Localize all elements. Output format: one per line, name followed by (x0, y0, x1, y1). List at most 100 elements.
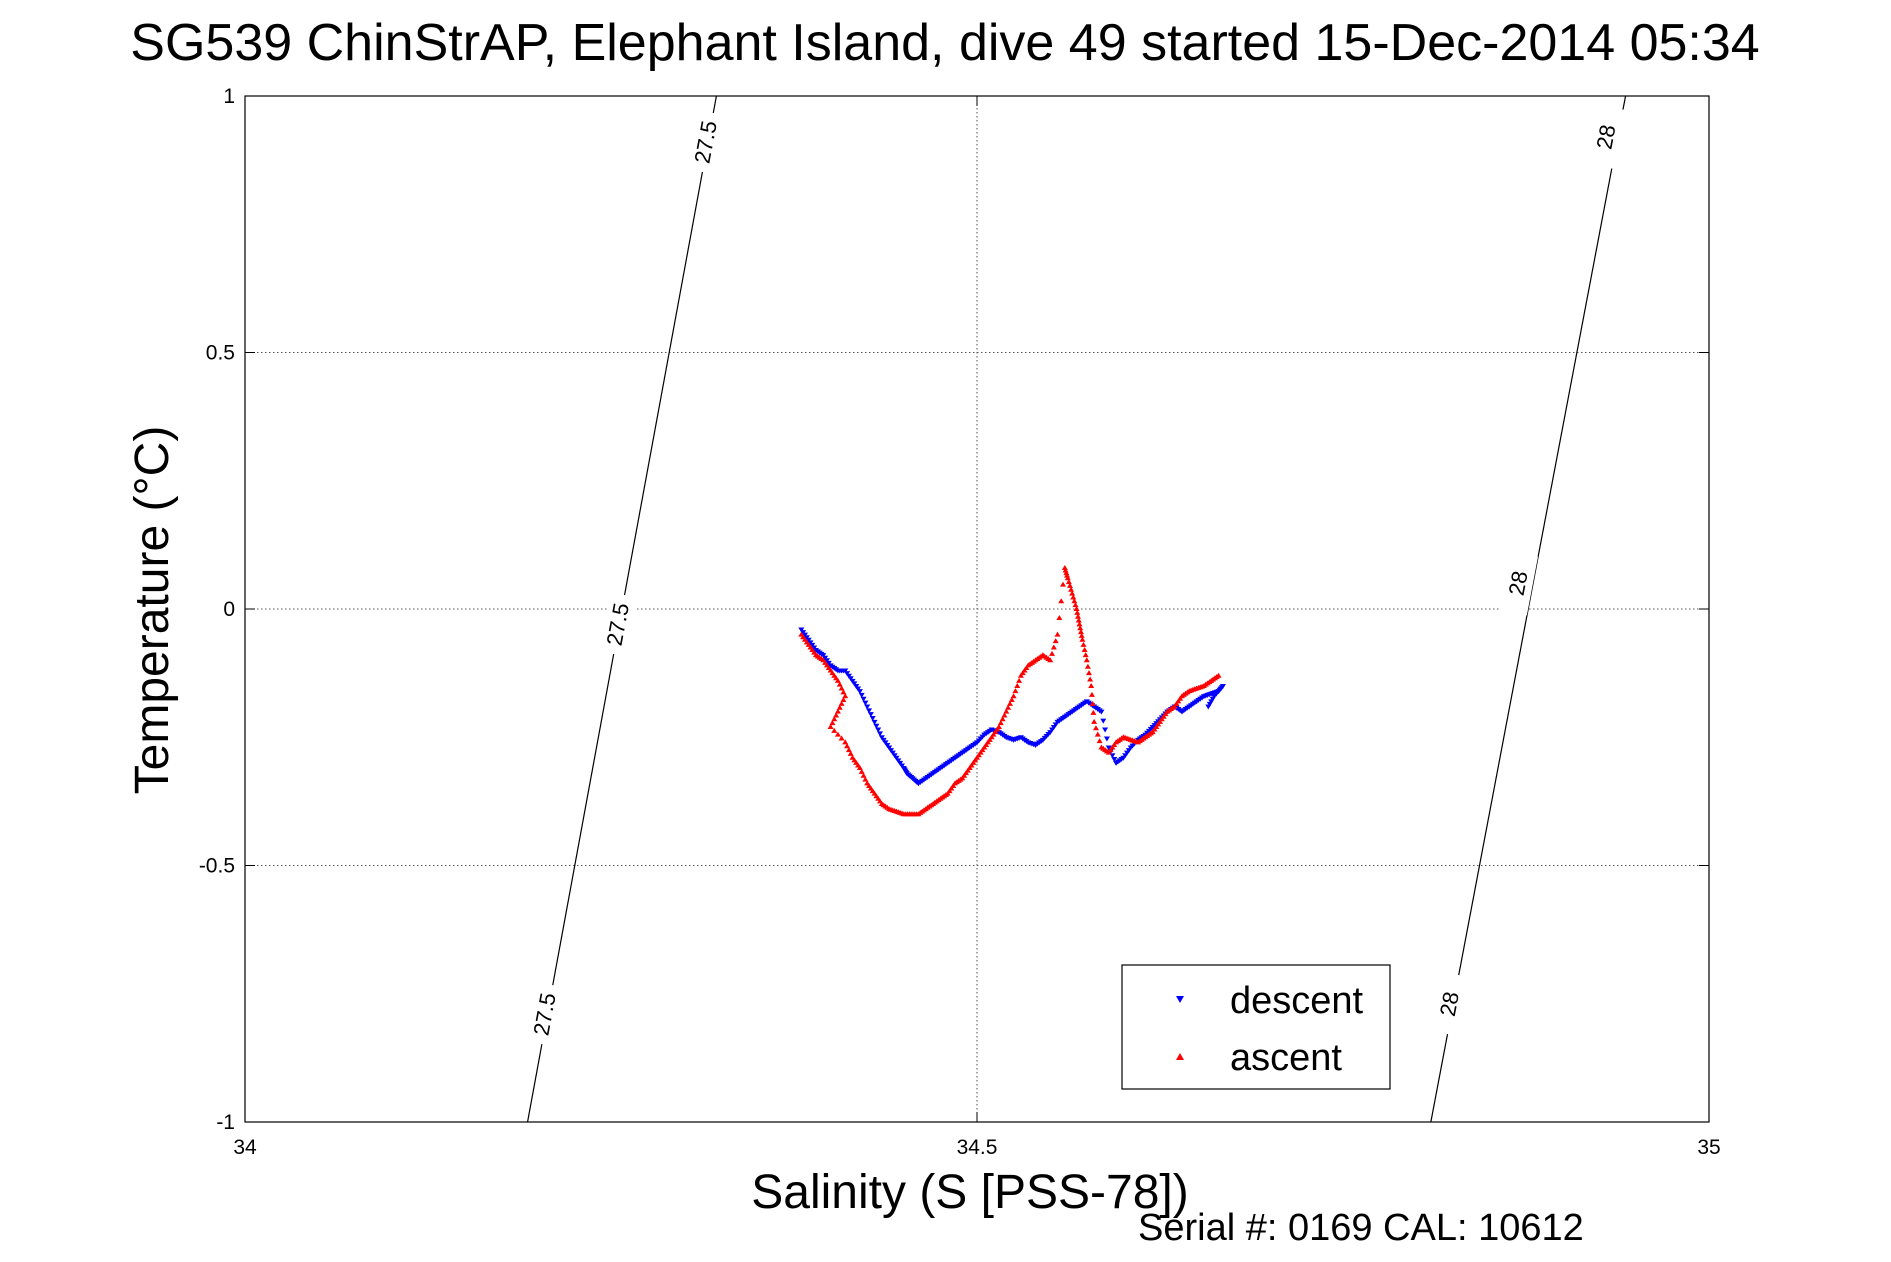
descent-point (845, 673, 852, 679)
ascent-point (1017, 672, 1024, 678)
ascent-point (1073, 606, 1080, 611)
ascent-point (831, 716, 838, 722)
ascent-point (1080, 641, 1087, 647)
ascent-point (1006, 700, 1013, 706)
ascent-point (1092, 725, 1099, 731)
isopycnal-label: 28 (1435, 990, 1464, 1019)
ascent-point (1149, 729, 1156, 735)
ascent-point (1072, 602, 1079, 608)
ascent-point (847, 750, 854, 756)
ascent-point (1064, 572, 1071, 578)
ascent-point (1068, 586, 1075, 592)
ascent-point (1077, 629, 1084, 635)
chart-title: SG539 ChinStrAP, Elephant Island, dive 4… (130, 14, 1759, 72)
ascent-point (1157, 718, 1163, 724)
descent-point (811, 645, 818, 651)
x-axis-label: Salinity (S [PSS-78]) (751, 1166, 1188, 1219)
ascent-point (1047, 657, 1054, 663)
descent-point (855, 686, 862, 692)
legend-descent-label: descent (1230, 980, 1364, 1022)
descent-point (1205, 704, 1212, 710)
ascent-point (1160, 713, 1167, 719)
ascent-series (798, 564, 1222, 817)
ascent-point (1087, 676, 1094, 682)
ascent-point (1096, 738, 1103, 744)
ascent-point (860, 772, 867, 778)
ascent-point (856, 765, 863, 771)
ascent-point (1008, 697, 1015, 703)
ascent-point (834, 708, 841, 714)
descent-point (875, 727, 882, 733)
descent-point (853, 683, 860, 689)
legend-box (1121, 964, 1391, 1090)
descent-point (805, 637, 812, 643)
ascent-point (977, 749, 984, 755)
ascent-point (1077, 625, 1084, 631)
ascent-point (984, 739, 991, 745)
ascent-point (1088, 691, 1095, 697)
ascent-point (1162, 711, 1169, 717)
descent-point (891, 753, 898, 759)
isopycnal-label-bg (1587, 104, 1626, 170)
ascent-point (995, 723, 1002, 729)
serial-cal-text: Serial #: 0169 CAL: 10612 (1138, 1207, 1584, 1249)
ascent-point (1066, 582, 1073, 588)
ascent-point (834, 731, 841, 737)
isopycnal-label: 28 (1591, 123, 1620, 152)
ascent-point (1109, 744, 1116, 750)
legend: descent ascent (1121, 964, 1391, 1090)
y-tick-label: -0.5 (199, 855, 235, 878)
ascent-point (831, 727, 838, 733)
ascent-point (946, 788, 953, 794)
descent-point (1111, 757, 1118, 763)
ascent-point (1111, 741, 1118, 747)
ascent-point (1058, 598, 1065, 604)
ascent-point (829, 720, 836, 726)
descent-point (807, 640, 814, 646)
ascent-point (1085, 670, 1092, 676)
ascent-point (990, 731, 997, 737)
ascent-point (1003, 708, 1010, 714)
legend-ascent-label: ascent (1230, 1037, 1342, 1079)
descent-point (1208, 699, 1215, 705)
ascent-point (1084, 663, 1091, 669)
ascent-point (1012, 688, 1019, 694)
descent-point (798, 627, 805, 633)
ascent-point (1075, 617, 1082, 623)
descent-point (800, 630, 807, 636)
descent-point (882, 740, 889, 746)
ascent-point (975, 752, 982, 758)
ascent-point (986, 736, 993, 742)
descent-point (898, 763, 905, 769)
descent-point (869, 716, 876, 722)
legend-ascent-marker (1176, 1053, 1184, 1060)
descent-point (867, 712, 874, 718)
ascent-point (1062, 567, 1069, 573)
ascent-point (1091, 718, 1098, 724)
ascent-point (1081, 647, 1088, 653)
ascent-point (992, 729, 999, 735)
x-tick-label: 35 (1697, 1136, 1720, 1159)
ascent-point (1010, 693, 1017, 699)
ascent-point (1049, 650, 1056, 656)
x-tick-label: 34.5 (957, 1136, 998, 1159)
ascent-point (1151, 726, 1158, 732)
ascent-point (1060, 581, 1067, 587)
ascent-point (1083, 657, 1090, 663)
grid (245, 96, 1709, 1122)
ascent-point (1014, 682, 1021, 688)
descent-point (1219, 683, 1226, 689)
descent-point (823, 658, 830, 664)
ascent-point (1089, 700, 1096, 706)
ascent-point (950, 782, 957, 788)
descent-point (858, 692, 865, 698)
ascent-point (1064, 575, 1071, 581)
ascent-point (838, 735, 845, 741)
ascent-point (1016, 677, 1023, 683)
descent-point (895, 758, 902, 764)
ascent-point (1069, 590, 1076, 596)
descent-point (1217, 686, 1224, 692)
descent-point (842, 668, 849, 674)
ascent-point (1054, 631, 1061, 637)
